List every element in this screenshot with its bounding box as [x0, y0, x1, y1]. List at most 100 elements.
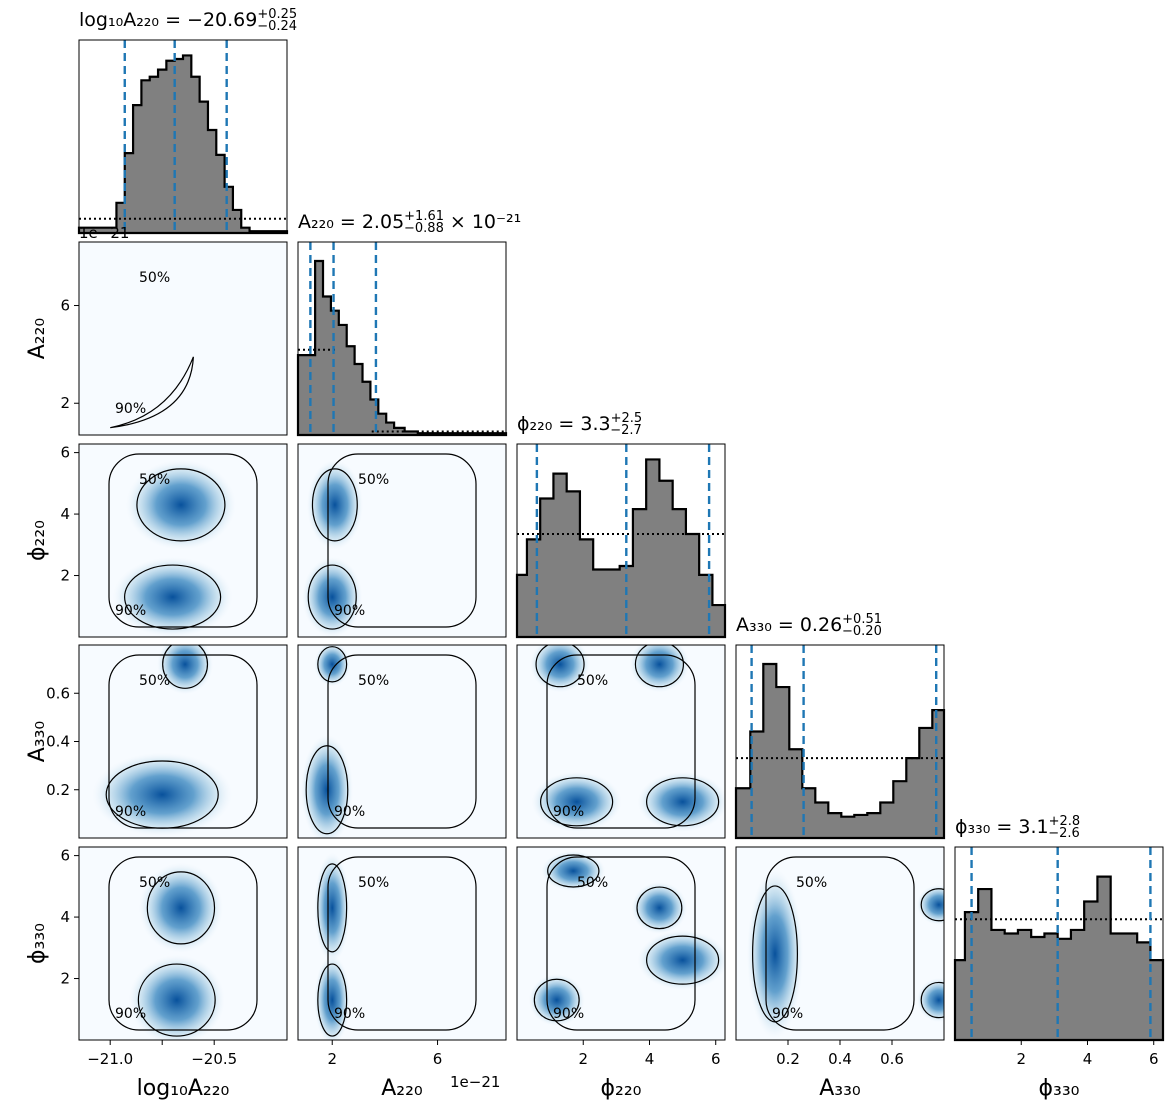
contour-50: [920, 888, 944, 922]
histogram-layer: [77, 40, 1165, 1042]
contour-label-90: 90%: [115, 603, 146, 619]
y-tick-label: 6: [60, 847, 70, 865]
x-axis-label-phi330: ϕ₃₃₀: [1039, 1076, 1080, 1101]
contour-labels: 50% 90%: [115, 875, 170, 1022]
x-axis-label-logA220: log₁₀A₂₂₀: [137, 1076, 230, 1101]
contour-90: [327, 856, 477, 1031]
density-blob: [637, 771, 725, 832]
y-axis-label-A220: A₂₂₀: [25, 318, 50, 360]
contour-label-50: 50%: [577, 875, 608, 891]
contours-phi330-vs-A330: [751, 856, 944, 1031]
density-blob: [637, 930, 725, 991]
x-tick-label: 6: [711, 1050, 721, 1068]
contour-50: [317, 863, 348, 953]
density-panel-phi330-vs-phi220: [517, 847, 725, 1040]
density-blobs: [92, 645, 233, 837]
contour-50: [317, 646, 348, 683]
contour-label-90: 90%: [553, 804, 584, 820]
contours-A220-vs-logA220: [110, 356, 194, 429]
contour-90: [327, 654, 477, 829]
histogram-bars: [953, 875, 1165, 1042]
y-multiplier-label: 1e−21: [79, 224, 129, 242]
density-blob: [112, 557, 233, 637]
contour-label-90: 90%: [115, 1006, 146, 1022]
panel-frame-r4-c2: [516, 846, 726, 1041]
contour-labels: 50% 90%: [334, 472, 389, 619]
contours-A330-vs-phi220: [535, 645, 720, 829]
x-tick-label: 2: [327, 1050, 337, 1068]
contours-phi330-vs-phi220: [533, 854, 720, 1031]
contour-labels: 50% 90%: [115, 270, 170, 417]
contour-labels: 50% 90%: [553, 875, 608, 1022]
contours-A330-vs-A220: [305, 646, 477, 835]
density-panel-phi330-vs-A330: [736, 847, 944, 1040]
panel-frame-r1-c1: [297, 241, 507, 436]
density-blob: [300, 734, 353, 838]
y-tick-label: 0.6: [46, 684, 70, 702]
density-blob: [631, 881, 688, 934]
y-axis-label-phi220: ϕ₂₂₀: [25, 520, 50, 561]
x-axis-label-phi220: ϕ₂₂₀: [601, 1076, 642, 1101]
x-tick-label: −21.0: [87, 1050, 133, 1068]
contour-label-50: 50%: [139, 673, 170, 689]
x-tick-label: 4: [1083, 1050, 1093, 1068]
density-layer: [79, 242, 944, 1040]
contour-labels: 50% 90%: [115, 472, 170, 619]
histogram-A330: [734, 645, 946, 840]
histogram-bars: [515, 458, 727, 639]
y-tick-label: 2: [60, 394, 70, 412]
contour-50: [646, 777, 720, 827]
density-blob: [157, 645, 214, 695]
density-blob: [531, 771, 622, 832]
density-blobs: [314, 852, 351, 1040]
histogram-bars: [77, 54, 289, 235]
title-minus: −0.24: [257, 19, 297, 34]
panel-frame-r4-c0: [78, 846, 288, 1041]
contour-50: [311, 468, 358, 542]
panel-title-phi330: ϕ₃₃₀ = 3.1+2.8 −2.6: [955, 814, 1080, 841]
panel-frame-r1-c0: [78, 241, 288, 436]
y-tick-label: 0.2: [46, 781, 70, 799]
density-panel-phi220-vs-A220: [298, 444, 506, 637]
contour-90: [108, 856, 258, 1031]
panel-frame-r3-c2: [516, 644, 726, 839]
panel-frame-r2-c0: [78, 443, 288, 638]
contour-50: [162, 645, 209, 689]
contour-90: [546, 654, 696, 829]
text-layer: 50% 90% 50% 90% 50% 90% 50% 90% 50% 90% 50% 90% 50% 9…: [25, 7, 1158, 1101]
contour-label-90: 90%: [553, 1006, 584, 1022]
contour-label-50: 50%: [139, 270, 170, 286]
histogram-bars: [296, 259, 508, 437]
contour-90: [110, 356, 194, 429]
panel-frame-r3-c1: [297, 644, 507, 839]
contour-50: [920, 981, 944, 1019]
density-panel-A220-vs-logA220: [79, 242, 287, 435]
density-blob: [314, 645, 351, 687]
histogram-phi330: [953, 847, 1165, 1042]
contour-label-50: 50%: [139, 875, 170, 891]
density-blob: [541, 850, 606, 891]
density-blob: [125, 459, 236, 550]
x-tick-label: 6: [433, 1050, 443, 1068]
contour-labels: 50% 90%: [772, 875, 827, 1022]
contour-50: [636, 886, 683, 930]
density-blob: [916, 884, 944, 925]
contour-50: [146, 871, 216, 945]
y-axis-label-A330: A₃₃₀: [25, 721, 50, 763]
density-blob: [306, 459, 363, 550]
contour-50: [317, 963, 348, 1037]
contour-50: [124, 564, 222, 630]
contour-label-90: 90%: [115, 401, 146, 417]
contour-50: [646, 935, 720, 985]
contour-label-50: 50%: [577, 673, 608, 689]
panel-frame-r2-c2: [516, 443, 726, 638]
histogram-bars: [734, 662, 946, 840]
panel-title-A330: A₃₃₀ = 0.26+0.51 −0.20: [736, 612, 882, 639]
contour-90: [108, 654, 258, 829]
density-blobs: [302, 459, 363, 637]
contour-labels: 50% 90%: [334, 673, 389, 820]
x-tick-label: 2: [578, 1050, 588, 1068]
y-tick-label: 2: [60, 970, 70, 988]
title-median: ϕ₂₂₀ = 3.3: [517, 413, 611, 435]
